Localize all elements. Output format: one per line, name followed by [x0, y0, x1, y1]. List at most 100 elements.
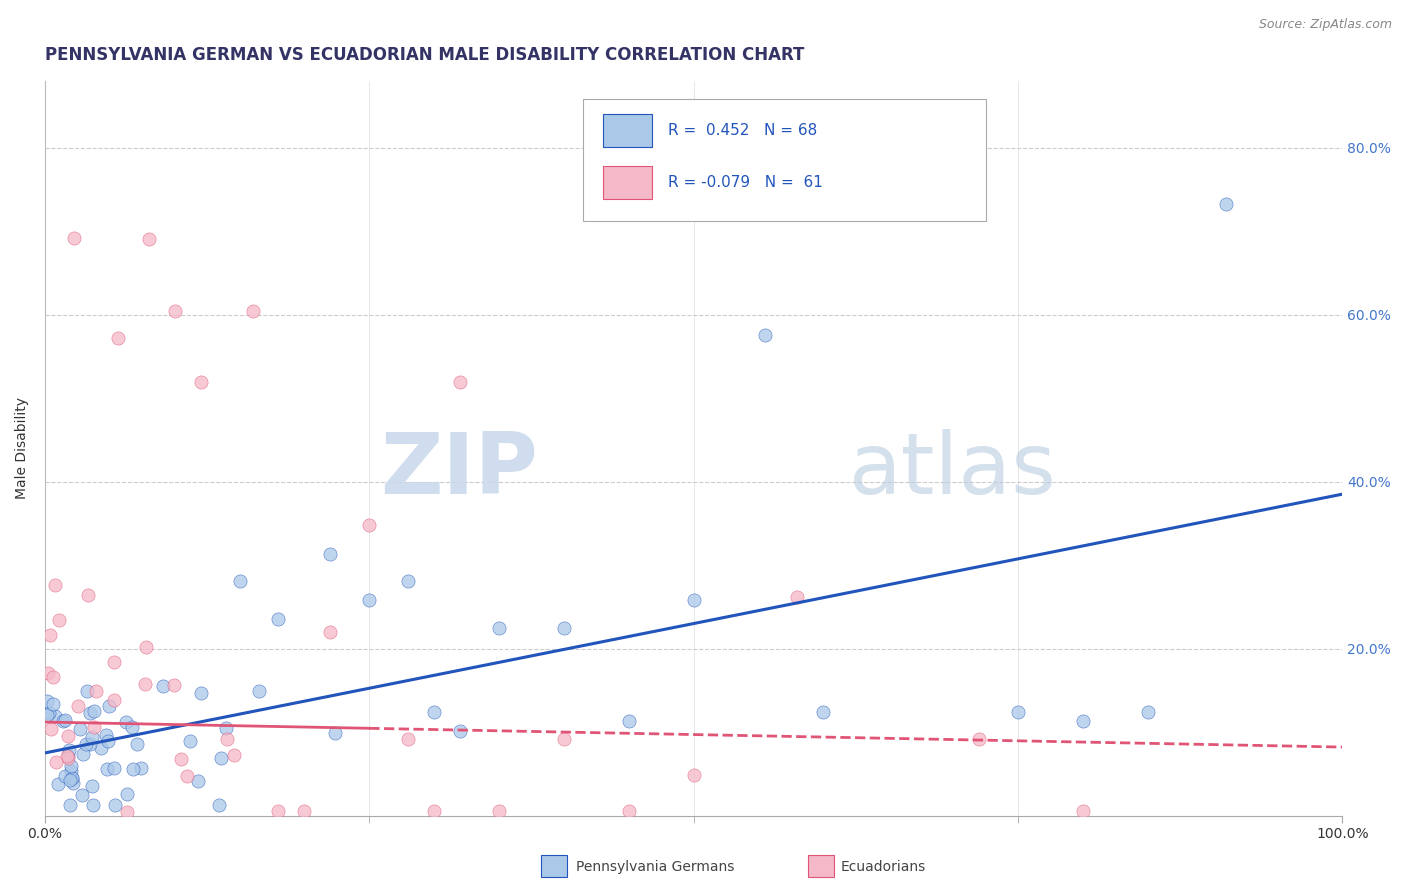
Point: [553, 621, 575, 635]
Point: [59, 759, 82, 773]
Point: [138, 232, 160, 246]
Point: [79, 737, 101, 751]
Point: [60, 771, 83, 785]
Point: [967, 732, 990, 747]
Point: [56, 729, 79, 743]
Text: Pennsylvania Germans: Pennsylvania Germans: [576, 860, 735, 874]
Point: [115, 805, 138, 819]
Point: [488, 804, 510, 818]
Point: [107, 331, 129, 345]
Point: [222, 747, 245, 762]
Point: [242, 303, 264, 318]
Point: [66, 699, 89, 714]
Point: [46, 777, 69, 791]
Point: [617, 714, 640, 729]
Point: [38, 880, 60, 892]
Point: [82, 779, 104, 793]
Point: [682, 593, 704, 607]
Point: [1071, 804, 1094, 818]
Point: [115, 714, 138, 729]
Point: [190, 376, 212, 390]
Point: [59, 773, 82, 788]
Point: [97, 734, 120, 748]
Point: [423, 804, 446, 818]
Text: atlas: atlas: [849, 429, 1057, 512]
Point: [754, 327, 776, 342]
Point: [53, 769, 76, 783]
Point: [38, 706, 60, 720]
Point: [267, 804, 290, 818]
Point: [449, 376, 471, 390]
Point: [44, 577, 66, 591]
Point: [208, 797, 231, 812]
Point: [125, 737, 148, 751]
Point: [59, 764, 82, 778]
Point: [48, 613, 70, 627]
Point: [215, 721, 238, 735]
Point: [58, 748, 80, 763]
Point: [215, 732, 238, 747]
Point: [786, 590, 808, 604]
Point: [103, 693, 125, 707]
Point: [319, 625, 342, 640]
Point: [83, 704, 105, 718]
FancyBboxPatch shape: [603, 114, 652, 147]
Point: [45, 755, 67, 769]
Point: [72, 747, 94, 761]
Point: [82, 730, 104, 744]
Point: [176, 769, 198, 783]
Point: [97, 698, 120, 713]
Text: PENNSYLVANIA GERMAN VS ECUADORIAN MALE DISABILITY CORRELATION CHART: PENNSYLVANIA GERMAN VS ECUADORIAN MALE D…: [45, 46, 804, 64]
Point: [103, 655, 125, 669]
Point: [37, 665, 59, 680]
Point: [121, 720, 143, 734]
Point: [75, 738, 97, 752]
Point: [396, 732, 419, 747]
Point: [187, 773, 209, 788]
Point: [76, 588, 98, 602]
Point: [69, 866, 91, 880]
Point: [60, 771, 83, 785]
Point: [121, 762, 143, 776]
Text: ZIP: ZIP: [380, 429, 538, 512]
Point: [209, 751, 232, 765]
Text: Ecuadorians: Ecuadorians: [841, 860, 927, 874]
Point: [396, 574, 419, 589]
Point: [135, 640, 157, 654]
Point: [359, 518, 381, 533]
Text: R = -0.079   N =  61: R = -0.079 N = 61: [668, 175, 823, 190]
Point: [170, 752, 193, 766]
Point: [84, 684, 107, 698]
Point: [59, 797, 82, 812]
Point: [103, 761, 125, 775]
Point: [163, 303, 186, 318]
Point: [359, 593, 381, 607]
Point: [1071, 714, 1094, 729]
Point: [56, 748, 79, 763]
Point: [1136, 875, 1159, 889]
Point: [267, 612, 290, 626]
Y-axis label: Male Disability: Male Disability: [15, 397, 30, 500]
Point: [35, 708, 58, 723]
Point: [117, 787, 139, 801]
Point: [152, 679, 174, 693]
Point: [190, 686, 212, 700]
Point: [58, 743, 80, 757]
Point: [41, 697, 63, 711]
Point: [76, 684, 98, 698]
Point: [488, 621, 510, 635]
Point: [42, 670, 65, 684]
FancyBboxPatch shape: [583, 99, 986, 220]
Point: [90, 741, 112, 756]
Point: [247, 684, 270, 698]
Point: [682, 768, 704, 782]
Point: [294, 804, 316, 818]
Point: [449, 723, 471, 738]
Point: [82, 797, 104, 812]
Point: [44, 709, 66, 723]
Point: [323, 726, 346, 740]
Point: [1215, 197, 1237, 211]
Point: [69, 722, 91, 736]
Point: [423, 705, 446, 719]
Point: [617, 804, 640, 818]
